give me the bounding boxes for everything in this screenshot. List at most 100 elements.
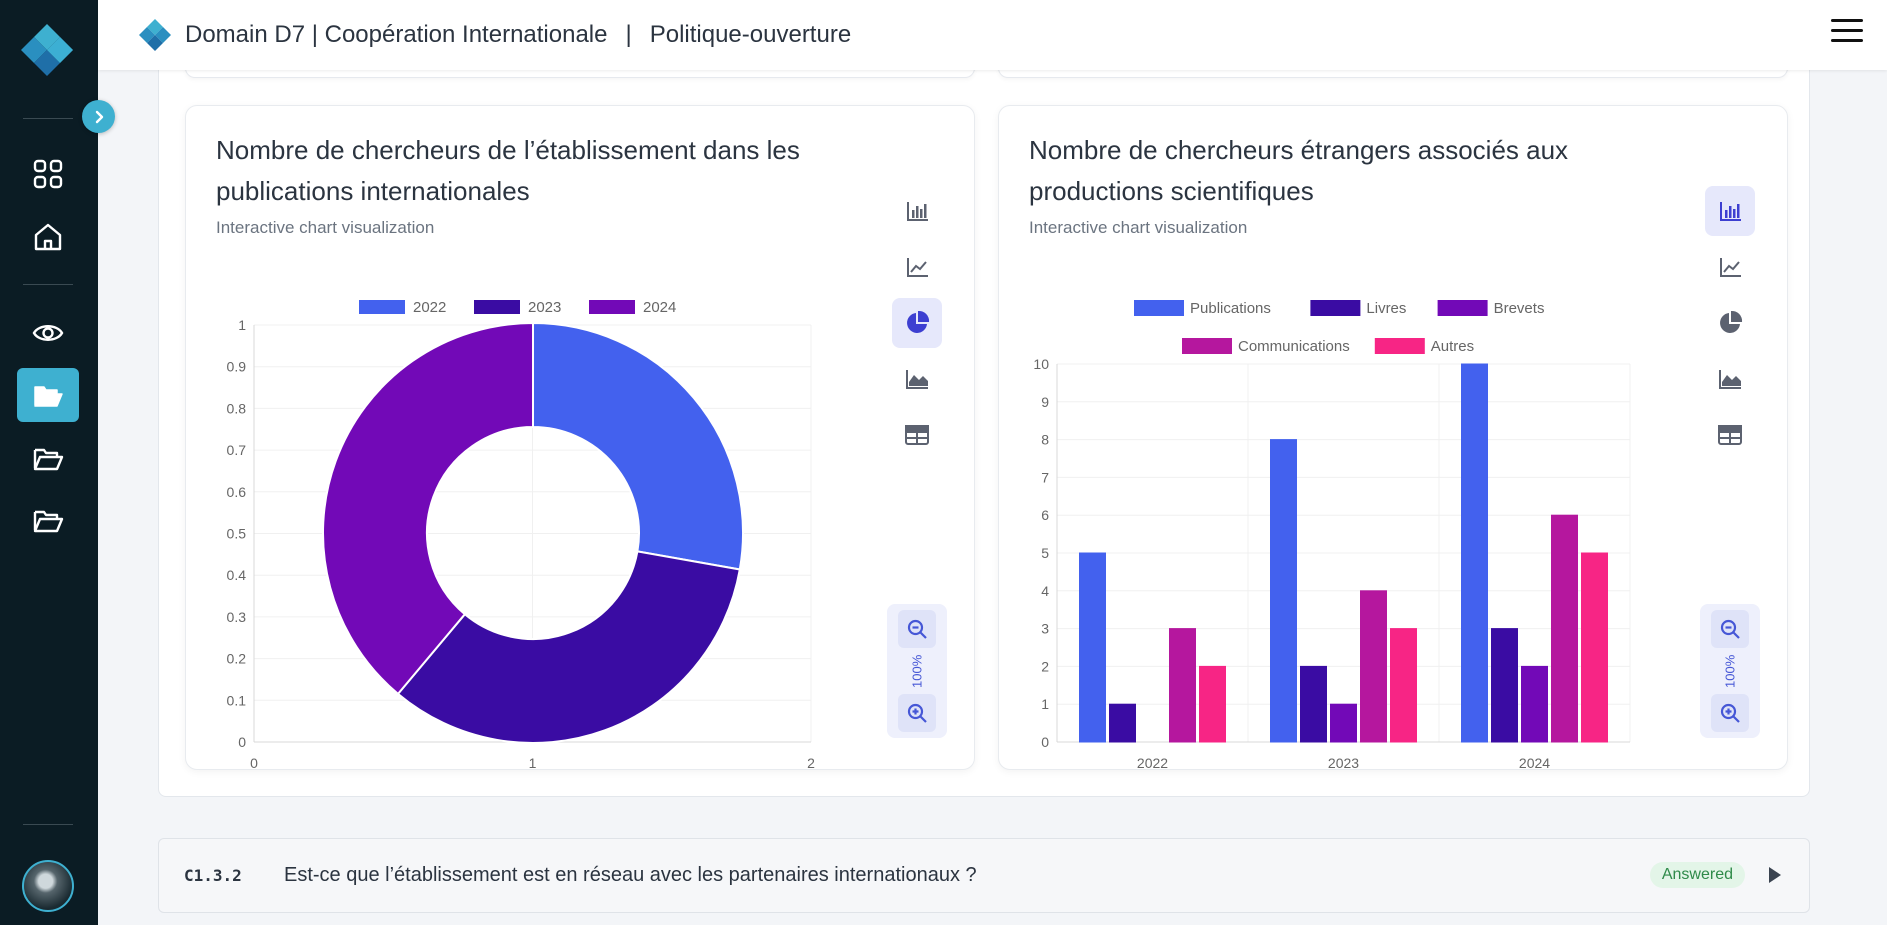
chart-card-researchers-international: Nombre de chercheurs de l’établissement … <box>185 105 975 770</box>
legend-label: Autres <box>1431 338 1474 355</box>
bar-chart-icon <box>907 202 928 221</box>
domain-logo-icon <box>139 19 171 51</box>
chart-card-foreign-researchers: Nombre de chercheurs étrangers associés … <box>998 105 1788 770</box>
sidebar <box>0 0 98 925</box>
x-tick-label: 0 <box>250 755 258 770</box>
app-logo-icon[interactable] <box>20 22 74 76</box>
pie-chart-icon <box>907 310 930 333</box>
bar-Brevets-2024 <box>1521 665 1548 743</box>
legend-swatch <box>1310 300 1361 316</box>
sidebar-item-view[interactable] <box>17 306 79 360</box>
zoom-in-button[interactable] <box>898 694 936 732</box>
zoom-in-icon <box>907 703 927 723</box>
y-tick-label: 1 <box>238 317 246 333</box>
bar-Autres-2022 <box>1199 665 1226 743</box>
x-tick-label: 1 <box>529 755 537 770</box>
y-tick-label: 3 <box>1041 621 1049 637</box>
avatar[interactable] <box>22 860 74 912</box>
y-tick-label: 1 <box>1041 696 1049 712</box>
bar-Publications-2022 <box>1079 552 1106 743</box>
bar-Autres-2024 <box>1581 552 1608 743</box>
y-tick-label: 0 <box>1041 734 1049 750</box>
page-subtitle: Politique-ouverture <box>649 21 852 48</box>
x-tick-label: 2022 <box>1137 755 1168 770</box>
legend-swatch <box>1182 338 1232 354</box>
sidebar-item-home[interactable] <box>17 210 79 264</box>
zoom-control: 100% <box>887 604 947 738</box>
chart-title: Nombre de chercheurs de l’établissement … <box>216 135 800 206</box>
line-chart-icon <box>907 258 928 277</box>
y-tick-label: 9 <box>1041 394 1049 410</box>
bar-Livres-2022 <box>1109 703 1136 743</box>
legend-label: 2022 <box>413 299 446 316</box>
sidebar-item-folder-active[interactable] <box>17 368 79 422</box>
doughnut-chart[interactable]: 0 0.1 0.2 0.3 0.4 0.5 0.6 0.7 0.8 0.9 1 0 1 2 2022 2023… <box>186 106 975 770</box>
page-title: Domain D7 | Coopération Internationale <box>185 21 608 48</box>
table-icon <box>905 425 929 445</box>
legend-label: 2024 <box>643 299 676 316</box>
legend-label: Brevets <box>1494 300 1545 317</box>
status-badge: Answered <box>1649 862 1745 888</box>
bar-Publications-2023 <box>1270 439 1297 743</box>
tool-bar-chart[interactable] <box>892 186 942 236</box>
y-tick-label: 0.8 <box>227 400 247 416</box>
tool-pie-chart[interactable] <box>1705 298 1755 348</box>
sidebar-item-folder[interactable] <box>17 431 79 485</box>
legend-swatch <box>1134 300 1184 316</box>
bar-Communications-2022 <box>1169 628 1196 743</box>
tool-table-view[interactable] <box>892 410 942 460</box>
legend-label: Livres <box>1366 300 1406 317</box>
y-tick-label: 10 <box>1033 356 1049 372</box>
bar-Livres-2023 <box>1300 665 1327 743</box>
y-tick-label: 0 <box>238 734 246 750</box>
zoom-out-button[interactable] <box>1711 610 1749 648</box>
bar-Brevets-2023 <box>1330 703 1357 743</box>
sidebar-expand-button[interactable] <box>82 100 115 133</box>
area-chart-icon <box>906 370 928 389</box>
x-tick-label: 2 <box>807 755 815 770</box>
tool-pie-chart[interactable] <box>892 298 942 348</box>
legend-label: 2023 <box>528 299 561 316</box>
pie-chart-icon <box>1720 310 1743 333</box>
tool-bar-chart[interactable] <box>1705 186 1755 236</box>
bar-Autres-2023 <box>1390 628 1417 743</box>
y-tick-label: 8 <box>1041 432 1049 448</box>
legend-swatch <box>589 300 635 314</box>
bar-chart-icon <box>1720 202 1741 221</box>
top-header: Domain D7 | Coopération Internationale |… <box>98 0 1887 70</box>
y-tick-label: 7 <box>1041 469 1049 485</box>
pie-slice-2022 <box>532 321 744 571</box>
sidebar-divider <box>23 118 73 119</box>
legend-swatch <box>474 300 520 314</box>
zoom-control: 100% <box>1700 604 1760 738</box>
y-tick-label: 0.9 <box>227 359 247 375</box>
sidebar-item-folder[interactable] <box>17 493 79 547</box>
legend-swatch <box>1374 338 1425 354</box>
folder-open-icon <box>34 386 63 407</box>
zoom-out-icon <box>907 619 927 639</box>
tool-area-chart[interactable] <box>892 354 942 404</box>
legend-label: Publications <box>1190 300 1271 317</box>
tool-line-chart[interactable] <box>892 242 942 292</box>
tool-table-view[interactable] <box>1705 410 1755 460</box>
chart-subtitle: Interactive chart visualization <box>1029 218 1248 237</box>
y-tick-label: 0.5 <box>227 526 247 542</box>
legend-swatch <box>359 300 405 314</box>
bar-chart[interactable]: 0 1 2 3 4 5 6 7 8 9 10 Publications Livres Brevets Com… <box>999 106 1788 770</box>
folder-icon <box>33 510 64 533</box>
area-chart-icon <box>1719 370 1741 389</box>
sidebar-item-dashboard[interactable] <box>17 147 79 201</box>
y-tick-label: 5 <box>1041 545 1049 561</box>
zoom-out-button[interactable] <box>898 610 936 648</box>
folder-icon <box>33 448 64 471</box>
tool-area-chart[interactable] <box>1705 354 1755 404</box>
table-icon <box>1718 425 1742 445</box>
tool-line-chart[interactable] <box>1705 242 1755 292</box>
bar-Publications-2024 <box>1461 363 1488 743</box>
bar-Communications-2024 <box>1551 514 1578 743</box>
play-icon[interactable] <box>1769 867 1781 883</box>
zoom-in-button[interactable] <box>1711 694 1749 732</box>
hamburger-menu-button[interactable] <box>1831 19 1863 45</box>
question-row[interactable]: C1.3.2 Est-ce que l’établissement est en… <box>158 838 1810 913</box>
pie-slice-2023 <box>396 550 741 744</box>
